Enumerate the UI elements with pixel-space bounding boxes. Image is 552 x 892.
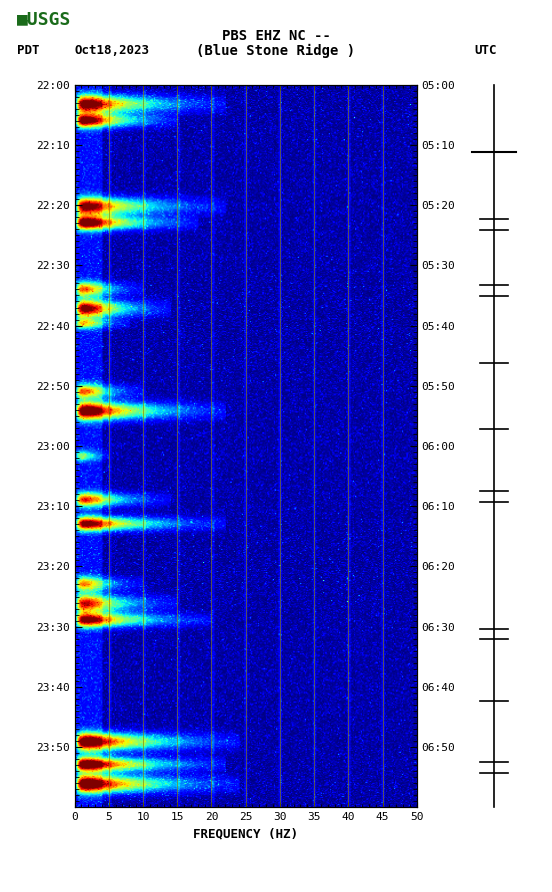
Text: ■USGS: ■USGS <box>17 11 71 29</box>
Text: UTC: UTC <box>475 45 497 57</box>
Text: PDT: PDT <box>17 45 39 57</box>
X-axis label: FREQUENCY (HZ): FREQUENCY (HZ) <box>193 828 298 840</box>
Text: PBS EHZ NC --: PBS EHZ NC -- <box>221 29 331 43</box>
Text: (Blue Stone Ridge ): (Blue Stone Ridge ) <box>197 44 355 58</box>
Text: Oct18,2023: Oct18,2023 <box>75 45 150 57</box>
